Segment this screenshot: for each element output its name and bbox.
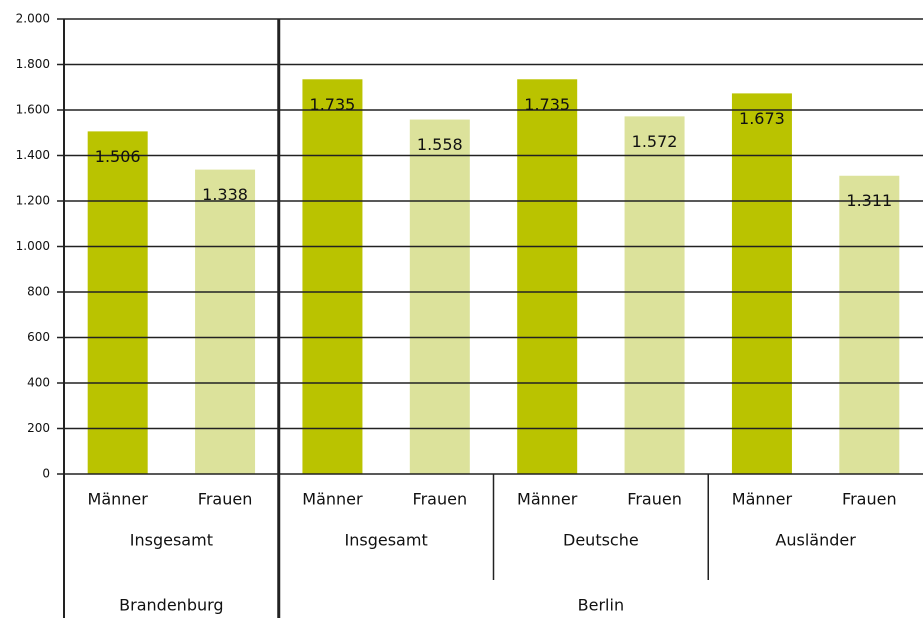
x-tick-label: Männer bbox=[732, 490, 793, 509]
value-label: 1.673 bbox=[739, 109, 785, 128]
group-label: Deutsche bbox=[563, 531, 639, 550]
value-label: 1.506 bbox=[95, 147, 141, 166]
y-tick-label: 2.000 bbox=[16, 12, 50, 26]
y-tick-label: 1.600 bbox=[16, 103, 50, 117]
y-tick-label: 1.800 bbox=[16, 57, 50, 71]
x-tick-label: Männer bbox=[88, 490, 149, 509]
top-group-label: Berlin bbox=[578, 596, 624, 615]
x-tick-label: Frauen bbox=[842, 490, 897, 509]
value-label: 1.558 bbox=[417, 135, 463, 154]
x-tick-label: Frauen bbox=[413, 490, 468, 509]
bar bbox=[624, 116, 685, 475]
bar bbox=[195, 169, 256, 475]
x-tick-label: Männer bbox=[517, 490, 578, 509]
value-label: 1.338 bbox=[202, 185, 248, 204]
bar bbox=[839, 175, 900, 474]
y-tick-label: 1.400 bbox=[16, 148, 50, 162]
value-label: 1.735 bbox=[524, 95, 570, 114]
bar bbox=[731, 93, 792, 474]
value-label: 1.572 bbox=[632, 132, 678, 151]
bar bbox=[87, 131, 148, 474]
y-tick-label: 200 bbox=[27, 421, 50, 435]
x-tick-label: Männer bbox=[302, 490, 363, 509]
bar bbox=[409, 119, 470, 475]
y-tick-label: 0 bbox=[42, 467, 50, 481]
value-label: 1.311 bbox=[846, 191, 892, 210]
group-label: Insgesamt bbox=[345, 531, 428, 550]
x-tick-label: Frauen bbox=[198, 490, 253, 509]
y-tick-label: 600 bbox=[27, 330, 50, 344]
top-group-label: Brandenburg bbox=[119, 596, 223, 615]
group-label: Insgesamt bbox=[130, 531, 213, 550]
y-tick-label: 800 bbox=[27, 285, 50, 299]
group-label: Ausländer bbox=[775, 531, 856, 550]
y-tick-label: 400 bbox=[27, 376, 50, 390]
bar bbox=[517, 79, 578, 474]
value-label: 1.735 bbox=[310, 95, 356, 114]
y-tick-label: 1.000 bbox=[16, 239, 50, 253]
y-tick-label: 1.200 bbox=[16, 194, 50, 208]
x-tick-label: Frauen bbox=[627, 490, 682, 509]
bar bbox=[302, 79, 363, 474]
